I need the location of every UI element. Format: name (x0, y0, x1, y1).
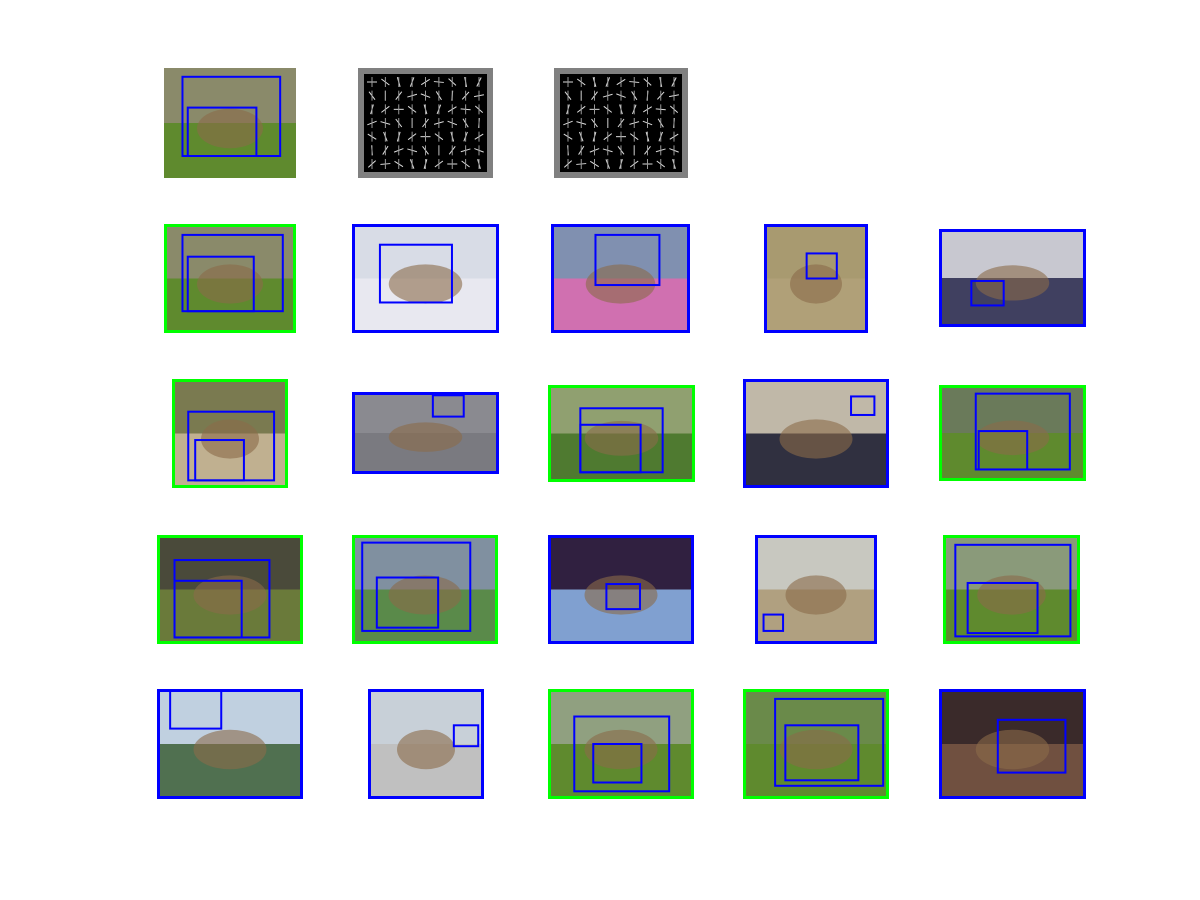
image-tile (939, 689, 1086, 799)
ground-truth-frame (743, 689, 889, 799)
photo-subject (197, 264, 263, 304)
ground-truth-frame (157, 689, 303, 799)
image-tile (352, 224, 499, 333)
image-tile (157, 689, 303, 799)
image-tile (164, 68, 296, 178)
photo-subject (388, 575, 462, 615)
detection-box (186, 106, 258, 157)
ground-truth-frame (352, 535, 498, 644)
detection-box (805, 252, 838, 280)
image-tile (358, 68, 493, 178)
photo-subject (975, 729, 1050, 770)
ground-truth-frame (939, 689, 1086, 799)
ground-truth-frame (548, 385, 695, 482)
detection-box (977, 430, 1029, 471)
detection-box (573, 715, 671, 793)
detection-box (173, 579, 243, 639)
image-tile (157, 535, 303, 644)
ground-truth-frame (164, 224, 296, 333)
image-tile (548, 689, 694, 799)
photo-subject (584, 420, 659, 456)
ground-truth-frame (352, 224, 499, 333)
ground-truth-frame (172, 379, 288, 488)
image-tile (755, 535, 877, 644)
detection-box (186, 255, 255, 313)
detection-box (375, 576, 440, 629)
photo-subject (975, 420, 1050, 456)
ground-truth-frame (548, 689, 694, 799)
detection-box (966, 581, 1039, 635)
detection-box (592, 743, 643, 784)
image-tile (743, 689, 889, 799)
detection-box (954, 543, 1072, 638)
ground-truth-frame (368, 689, 484, 799)
image-tile (554, 68, 688, 178)
image-tile (548, 535, 694, 644)
image-tile (548, 385, 695, 482)
photo-subject (584, 729, 658, 770)
detection-box (378, 243, 453, 304)
detection-box (762, 613, 785, 632)
photo-subject (193, 575, 267, 615)
photo-subject (785, 575, 847, 615)
image-tile (352, 392, 499, 474)
photo-subject (779, 729, 853, 770)
detection-box (579, 423, 642, 474)
detection-box (431, 394, 465, 418)
ground-truth-frame (755, 535, 877, 644)
photo-subject (201, 419, 259, 459)
image-tile (743, 379, 889, 488)
detection-box (996, 718, 1067, 774)
detection-box (194, 439, 245, 482)
ground-truth-frame (157, 535, 303, 644)
detection-box (361, 541, 472, 632)
ground-truth-frame (939, 385, 1086, 481)
ground-truth-frame (943, 535, 1080, 644)
image-tile (352, 535, 498, 644)
detection-box (850, 395, 876, 416)
image-tile (764, 224, 868, 333)
image-tile (172, 379, 288, 488)
detection-box (774, 697, 885, 787)
detection-box (452, 724, 480, 748)
image-tile (939, 385, 1086, 481)
image-tile (368, 689, 484, 799)
photo-subject (397, 729, 455, 770)
photo-subject (779, 419, 853, 459)
photo-subject (790, 264, 842, 304)
photo-subject (975, 265, 1050, 301)
image-tile (164, 224, 296, 333)
ground-truth-frame (551, 224, 690, 333)
detection-box (970, 279, 1005, 307)
ground-truth-frame (764, 224, 868, 333)
photo-subject (193, 729, 267, 770)
ground-truth-frame (548, 535, 694, 644)
photo-subject (197, 108, 263, 149)
photo-subject (388, 264, 463, 304)
image-tile (939, 229, 1086, 327)
detection-box (784, 724, 860, 782)
image-tile (943, 535, 1080, 644)
photo-subject (977, 575, 1046, 615)
detection-box (605, 583, 641, 611)
photo-subject (388, 422, 463, 452)
image-tile (551, 224, 690, 333)
ground-truth-frame (352, 392, 499, 474)
detection-box (594, 233, 661, 287)
photo-subject (585, 264, 656, 304)
ground-truth-frame (743, 379, 889, 488)
ground-truth-frame (939, 229, 1086, 327)
